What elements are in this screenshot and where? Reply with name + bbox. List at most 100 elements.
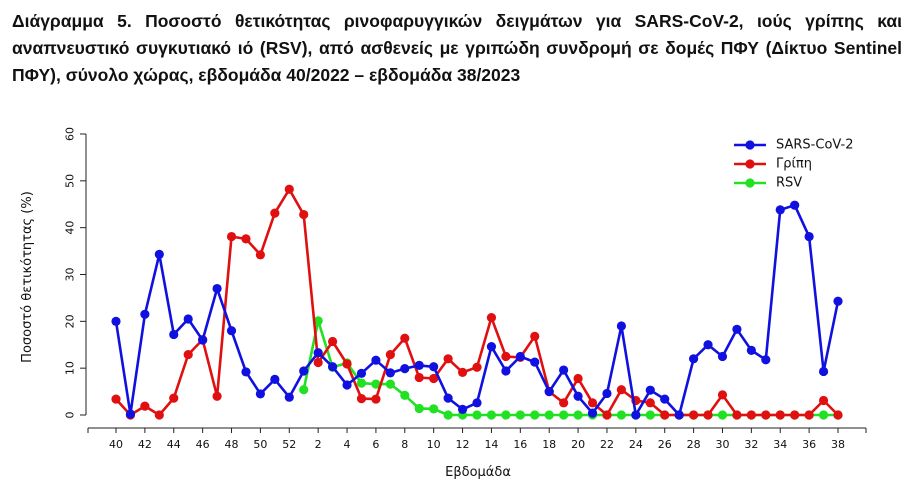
- x-tick-label: 8: [401, 438, 408, 451]
- sars-cov-2-point: [775, 205, 785, 215]
- rsv-point: [443, 410, 453, 420]
- influenza-point: [472, 362, 482, 372]
- sars-cov-2-point: [559, 365, 569, 375]
- sars-cov-2-point: [154, 249, 164, 259]
- x-tick-label: 22: [600, 438, 614, 451]
- legend-item-influenza: Γρίπη: [734, 157, 812, 172]
- rsv-point: [429, 404, 439, 414]
- sars-cov-2-point: [689, 354, 699, 364]
- sars-cov-2-point: [429, 362, 439, 372]
- x-tick-label: 18: [542, 438, 556, 451]
- sars-cov-2-point: [486, 342, 497, 352]
- influenza-point: [241, 234, 251, 244]
- influenza-point: [299, 209, 309, 220]
- rsv-point: [559, 410, 569, 420]
- sars-cov-2-point: [125, 409, 136, 419]
- x-tick-label: 36: [802, 438, 816, 451]
- sars-cov-2-point: [299, 366, 309, 376]
- sars-cov-2-point: [183, 314, 193, 324]
- influenza-point: [775, 410, 785, 420]
- y-tick-label: 20: [64, 314, 77, 328]
- x-axis: 40 42 44 46 48 50 52 2 4 6 8 10 12 14 16 18 20 22 24 26 28 30…: [87, 427, 867, 451]
- sars-cov-2-point: [818, 366, 829, 377]
- influenza-point: [226, 231, 237, 242]
- rsv-point: [385, 379, 395, 389]
- rsv-point: [573, 410, 583, 420]
- influenza-point: [443, 354, 453, 364]
- sars-cov-2-point: [573, 391, 583, 401]
- y-tick-label: 0: [64, 412, 77, 419]
- influenza-point: [761, 410, 771, 420]
- influenza-point: [530, 331, 540, 341]
- sars-cov-2-point: [472, 398, 482, 408]
- x-tick-label: 4: [344, 438, 351, 451]
- influenza-point: [429, 373, 439, 384]
- influenza-point: [169, 393, 179, 403]
- y-axis-title: Ποσοστό θετικότητας (%): [20, 191, 35, 363]
- y-tick-label: 40: [64, 221, 77, 235]
- sars-cov-2-point: [761, 355, 771, 365]
- sars-cov-2-point: [631, 410, 641, 420]
- x-tick-label: 2: [315, 438, 322, 451]
- series-sars-cov-2: [111, 200, 843, 420]
- x-axis-title: Εβδομάδα: [445, 465, 511, 480]
- legend-label: SARS-CoV-2: [776, 138, 854, 153]
- influenza-point: [183, 349, 193, 360]
- influenza-point: [342, 359, 352, 369]
- sars-cov-2-point: [804, 231, 814, 242]
- rsv-point: [717, 410, 728, 420]
- influenza-point: [689, 410, 699, 420]
- rsv-point: [645, 410, 655, 420]
- influenza-point: [356, 394, 367, 404]
- rsv-point: [486, 410, 497, 420]
- sars-cov-2-point: [270, 374, 280, 385]
- influenza-point: [732, 410, 742, 420]
- influenza-point: [804, 410, 814, 420]
- influenza-point: [645, 398, 655, 408]
- sars-cov-2-point: [226, 326, 237, 336]
- influenza-line: [115, 188, 839, 417]
- x-tick-label: 48: [225, 438, 239, 451]
- sars-cov-2-point: [342, 380, 352, 390]
- sars-cov-2-point: [371, 355, 381, 365]
- x-tick-label: 26: [658, 438, 672, 451]
- legend-item-sars-cov-2: SARS-CoV-2: [734, 138, 854, 153]
- rsv-point: [400, 390, 410, 400]
- rsv-point: [616, 410, 627, 420]
- sars-cov-2-point: [443, 393, 453, 403]
- x-tick-label: 12: [456, 438, 470, 451]
- y-tick-label: 60: [64, 127, 77, 141]
- sars-cov-2-point: [198, 335, 208, 345]
- legend-label: Γρίπη: [776, 157, 812, 172]
- rsv-point: [414, 403, 424, 414]
- influenza-point: [660, 410, 670, 420]
- sars-cov-2-point: [587, 408, 598, 418]
- sars-cov-2-point: [717, 351, 728, 362]
- x-tick-label: 14: [484, 438, 498, 451]
- sars-cov-2-point: [530, 357, 540, 367]
- x-tick-label: 10: [427, 438, 441, 451]
- sars-cov-2-point: [703, 340, 713, 350]
- sars-cov-2-point: [732, 324, 742, 334]
- rsv-point: [299, 385, 309, 395]
- y-tick-label: 30: [64, 268, 77, 282]
- rsv-point: [501, 410, 511, 420]
- legend-item-rsv: RSV: [734, 176, 802, 191]
- rsv-point: [472, 410, 482, 420]
- sars-cov-2-point: [457, 404, 468, 414]
- sars-cov-2-point: [328, 362, 338, 372]
- series-rsv: [299, 316, 843, 420]
- influenza-point: [486, 312, 497, 323]
- influenza-point: [501, 351, 511, 362]
- influenza-point: [559, 398, 569, 408]
- rsv-point: [371, 379, 381, 389]
- influenza-point: [587, 398, 598, 408]
- series-layer: [111, 184, 843, 420]
- sars-cov-2-point: [111, 316, 121, 326]
- y-tick-label: 10: [64, 361, 77, 375]
- influenza-point: [385, 349, 395, 360]
- x-tick-label: 30: [715, 438, 729, 451]
- influenza-point: [212, 391, 222, 401]
- sars-cov-2-point: [833, 296, 843, 306]
- legend-label: RSV: [776, 176, 802, 191]
